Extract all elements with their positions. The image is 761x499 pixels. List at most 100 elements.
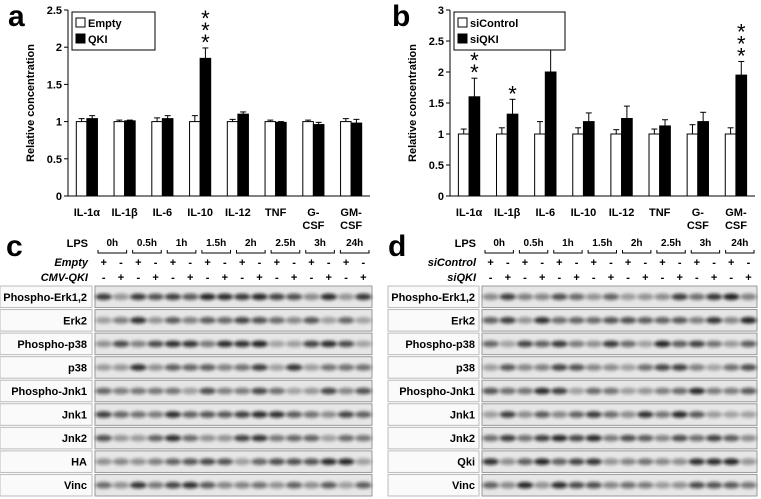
x-tick-label: TNF: [649, 207, 671, 219]
blot-band: [337, 411, 355, 418]
row-label-box: [0, 473, 93, 497]
blot-band: [233, 387, 251, 395]
blot-band: [181, 293, 199, 301]
condition-sign: +: [659, 257, 665, 269]
blot-band: [551, 434, 568, 442]
blot-band: [95, 387, 112, 395]
blot-strip: [481, 332, 758, 356]
timepoint-bracket: [587, 250, 617, 254]
bar: [350, 122, 363, 197]
blot-band: [568, 434, 585, 442]
legend-swatch: [75, 17, 86, 28]
blot-band: [95, 364, 112, 371]
blot-band: [740, 340, 757, 348]
blot-band: [637, 317, 654, 324]
row-label: Phospho-Erk1,2: [391, 292, 475, 304]
bar: [544, 71, 557, 197]
panel-label: a: [8, 0, 25, 33]
blot-band: [654, 364, 671, 371]
condition-sign: +: [360, 272, 366, 284]
blot-band: [671, 364, 688, 371]
condition-sign: +: [573, 272, 579, 284]
condition-sign: -: [712, 257, 716, 269]
blot-band: [568, 293, 585, 301]
blot-strip: [94, 403, 373, 426]
blot-band: [285, 340, 303, 348]
blot-band: [740, 317, 757, 324]
blot-band: [637, 340, 654, 348]
blot-band: [112, 411, 130, 418]
blot-band: [355, 340, 372, 348]
blot-band: [482, 481, 499, 489]
row-label-box: [0, 356, 93, 379]
blot-strip: [481, 473, 758, 497]
condition-sign: -: [154, 257, 158, 269]
blot-band: [303, 481, 320, 489]
blot-band: [337, 293, 355, 301]
blot-band: [268, 317, 286, 324]
legend-box: [453, 11, 566, 51]
blot-band: [533, 340, 551, 348]
blot-band: [303, 434, 320, 442]
timepoint-label: 2h: [245, 238, 257, 249]
blot-band: [722, 317, 740, 324]
condition-sign: +: [239, 257, 245, 269]
blot-band: [688, 411, 706, 418]
blot-band: [585, 411, 602, 418]
row-label-box: [387, 426, 480, 450]
blot-band: [740, 364, 757, 371]
condition-sign: -: [102, 272, 106, 284]
blot-band: [303, 387, 320, 395]
blot-band: [355, 387, 372, 395]
blot-band: [251, 293, 268, 301]
blot-band: [619, 458, 637, 465]
blot-band: [199, 340, 216, 348]
condition-sign: -: [119, 257, 123, 269]
blot-band: [285, 434, 303, 442]
blot-band: [551, 317, 568, 324]
blot-band: [233, 458, 251, 465]
blot-band: [499, 317, 517, 324]
blot-band: [533, 293, 551, 301]
timepoint-bracket: [553, 250, 583, 254]
legend-box: [71, 11, 156, 51]
timepoint-bracket: [484, 250, 514, 254]
condition-sign: +: [256, 272, 262, 284]
blot-band: [129, 481, 147, 489]
blot-band: [216, 481, 234, 489]
row-label: Phospho-Erk1,2: [3, 292, 87, 304]
y-tick-label: 3: [438, 5, 444, 17]
blot-band: [268, 458, 286, 465]
blot-band: [671, 340, 688, 348]
blot-band: [268, 387, 286, 395]
blot-band: [499, 411, 517, 418]
blot-band: [637, 434, 654, 442]
condition-sign: +: [522, 257, 528, 269]
blot-band: [337, 387, 355, 395]
blot-band: [688, 481, 706, 489]
y-tick-label: 0: [56, 191, 62, 203]
row-label-box: [0, 309, 93, 332]
blot-band: [164, 364, 182, 371]
bar: [86, 118, 98, 197]
blot-band: [216, 458, 234, 465]
blot-band: [551, 293, 568, 301]
blot-strip: [94, 356, 373, 379]
condition-sign: +: [343, 257, 349, 269]
condition-sign: -: [747, 257, 751, 269]
blot-band: [320, 411, 338, 418]
condition-sign: -: [540, 257, 544, 269]
x-tick-label: IL-1β: [494, 207, 521, 219]
blot-band: [164, 434, 182, 442]
blot-band: [637, 458, 654, 465]
condition-sign: -: [661, 272, 665, 284]
blot-band: [216, 387, 234, 395]
blot-band: [112, 293, 130, 301]
bar: [735, 74, 748, 197]
blot-band: [516, 340, 534, 348]
blot-band: [147, 481, 164, 489]
blot-band: [251, 481, 268, 489]
row-label: Erk2: [451, 315, 475, 327]
blot-band: [740, 458, 757, 465]
blot-band: [285, 317, 303, 324]
